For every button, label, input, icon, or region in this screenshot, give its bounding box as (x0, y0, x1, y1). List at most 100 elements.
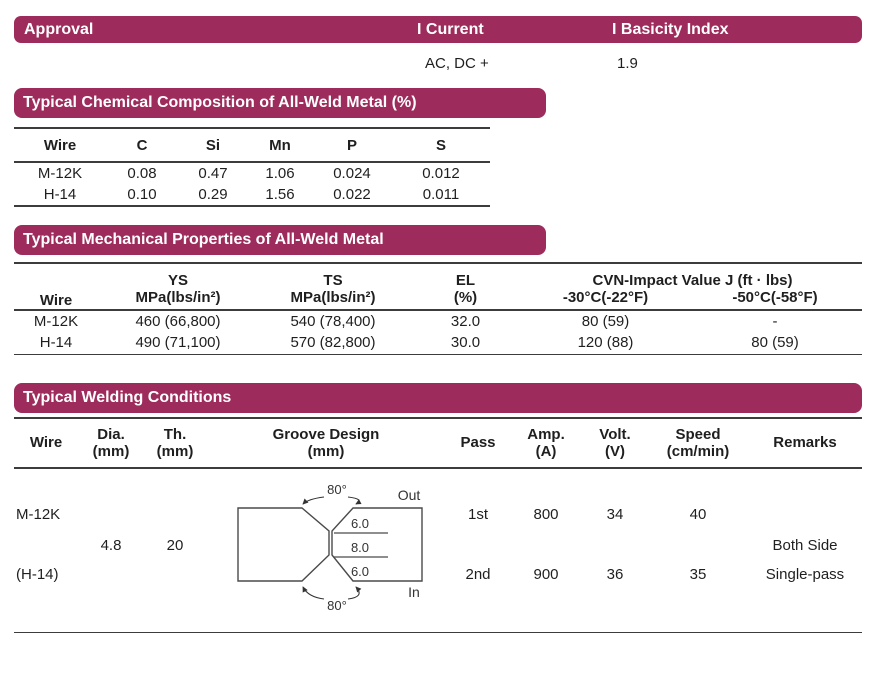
cell-empty (446, 530, 510, 561)
th-value: 20 (166, 536, 184, 554)
cell-empty (144, 561, 206, 632)
column-header-th: Th. (mm) (144, 417, 206, 469)
cell-value: 1.56 (265, 186, 295, 203)
column-header-pass: Pass (446, 417, 510, 469)
cell-empty (78, 468, 144, 530)
header-line: Amp. (527, 425, 565, 443)
cell-value: 80 (59) (751, 334, 799, 352)
wire-name: H-14 (43, 186, 77, 203)
header-line: (A) (535, 442, 557, 460)
left-plate-outline (237, 506, 330, 582)
approval-label: Approval (24, 21, 94, 38)
right-plate-outline (331, 506, 423, 582)
cell-empty (144, 468, 206, 530)
top-groove-angle-label: 80° (327, 482, 347, 497)
approval-values-row: AC, DC + 1.9 (14, 55, 862, 75)
cell-value: 0.011 (422, 186, 460, 203)
basicity-index-value: 1.9 (617, 55, 638, 72)
volt-value: 36 (606, 565, 624, 583)
amp-value: 800 (533, 505, 559, 523)
approval-header-bar: Approval I Current I Basicity Index (14, 16, 862, 43)
volt-value: 34 (606, 505, 624, 523)
speed-value: 35 (689, 565, 707, 583)
chemical-section-title: Typical Chemical Composition of All-Weld… (14, 88, 546, 118)
welding-conditions-table: Wire Dia. (mm) Th. (mm) Groove Design (mm) … (14, 416, 862, 633)
header-line: Dia. (97, 425, 125, 443)
cell-empty (78, 561, 144, 632)
table-row: 4.8 20 Both Side (14, 530, 862, 561)
header-line: Speed (675, 425, 721, 443)
bottom-right-angle-arrow (347, 585, 362, 600)
speed-value: 40 (689, 505, 707, 523)
column-header-speed: Speed (cm/min) (648, 417, 748, 469)
cell-value: 0.08 (127, 165, 157, 182)
cell-empty (648, 530, 748, 561)
out-side-label: Out (398, 487, 421, 503)
welding-section-title: Typical Welding Conditions (14, 382, 862, 413)
column-header: Wire (14, 263, 98, 311)
pass-value: 1st (467, 505, 488, 523)
header-line: Volt. (599, 425, 631, 443)
table-header-row: MPa(lbs/in²) MPa(lbs/in²) (%) -30°C(-22°… (14, 289, 863, 311)
column-header-ts: TS (323, 272, 343, 289)
cell-empty (582, 530, 648, 561)
top-right-angle-arrow (347, 495, 362, 504)
table-row: M-12K 460 (66,800) 540 (78,400) 32.0 80 … (14, 310, 862, 332)
header-line: (mm) (92, 442, 130, 460)
dia-value: 4.8 (100, 536, 122, 554)
column-header-groove: Groove Design (mm) (206, 417, 446, 469)
column-header-ys: YS (167, 272, 188, 289)
pass-value: 2nd (465, 565, 491, 583)
cell-value: 540 (78,400) (290, 313, 376, 330)
dimension-label-top: 6.0 (351, 516, 369, 531)
current-value: AC, DC + (425, 55, 489, 72)
bottom-left-angle-arrow (302, 585, 325, 600)
column-header-ys-unit: MPa(lbs/in²) (98, 289, 258, 311)
cell-empty (510, 530, 582, 561)
cell-value: 0.022 (333, 186, 371, 203)
cell-value: 460 (66,800) (135, 313, 221, 330)
column-header-ts-unit: MPa(lbs/in²) (258, 289, 408, 311)
column-header-remarks: Remarks (748, 417, 862, 469)
basicity-index-label: I Basicity Index (612, 21, 729, 38)
groove-design-diagram: 6.0 8.0 6.0 Out In 80° 80° (206, 468, 446, 633)
chemical-composition-table: Wire C Si Mn P S M-12K 0.08 0.47 1.06 0.… (14, 127, 490, 207)
cell-value: 0.29 (198, 186, 228, 203)
column-header-cvn: CVN-Impact Value J (ft · lbs) (592, 272, 793, 289)
double-v-groove-diagram: 6.0 8.0 6.0 Out In 80° 80° (237, 482, 423, 613)
table-header-row: Wire YS TS EL CVN-Impact Value J (ft · l… (14, 263, 862, 311)
cell-value: 0.012 (422, 165, 460, 182)
cell-value: 1.06 (265, 165, 295, 182)
column-header-volt: Volt. (V) (582, 417, 648, 469)
column-header-amp: Amp. (A) (510, 417, 582, 469)
mechanical-properties-table: Wire YS TS EL CVN-Impact Value J (ft · l… (14, 262, 863, 355)
table-header-row: Wire Dia. (mm) Th. (mm) Groove Design (mm) … (14, 417, 862, 469)
table-row: M-12K (14, 468, 862, 613)
column-header: Si (178, 128, 248, 163)
cell-value: 0.10 (127, 186, 157, 203)
cell-value: 120 (88) (577, 334, 634, 352)
dimension-label-mid: 8.0 (351, 540, 369, 555)
table-header-row: Wire C Si Mn P S (14, 128, 490, 163)
wire-name: H-14 (39, 334, 73, 352)
mechanical-section-title: Typical Mechanical Properties of All-Wel… (14, 225, 546, 255)
cell-value: 32.0 (450, 313, 481, 330)
remarks-value (748, 468, 862, 530)
column-header-el: EL (455, 272, 476, 289)
dimension-label-bottom: 6.0 (351, 564, 369, 579)
column-header-el-unit: (%) (408, 289, 523, 311)
column-header-cvn-minus50: -50°C(-58°F) (688, 289, 863, 311)
remarks-value: Single-pass (765, 565, 845, 583)
wire-name: M-12K (33, 313, 79, 330)
column-header-cvn-minus30: -30°C(-22°F) (523, 289, 688, 311)
wire-name: M-12K (37, 165, 83, 182)
column-header: Wire (14, 128, 106, 163)
column-header: S (392, 128, 490, 163)
table-row: H-14 0.10 0.29 1.56 0.022 0.011 (14, 184, 490, 206)
table-row: (H-14) 2nd 900 36 35 Single-pass (14, 561, 862, 632)
header-line: Groove Design (272, 425, 380, 443)
cell-value: 80 (59) (581, 313, 630, 330)
column-header: Mn (248, 128, 312, 163)
in-side-label: In (408, 584, 420, 600)
header-line: (mm) (307, 442, 345, 460)
